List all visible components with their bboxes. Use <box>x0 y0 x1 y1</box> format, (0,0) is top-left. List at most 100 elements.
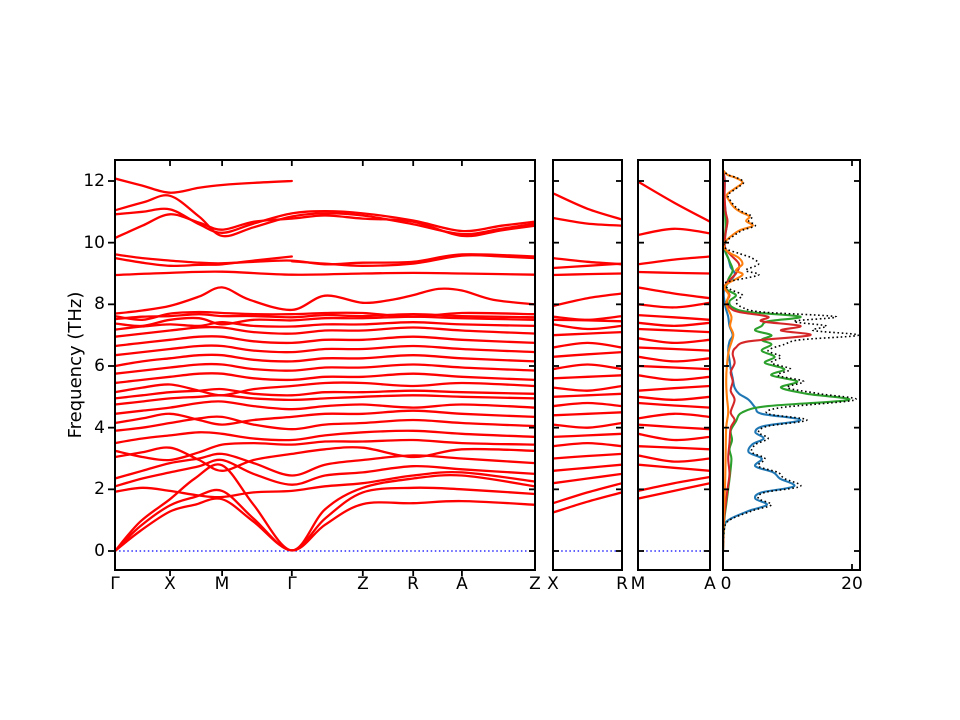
phonon-band <box>553 192 622 221</box>
phonon-band <box>115 486 535 553</box>
panel-frame <box>552 159 623 571</box>
phonon-band <box>115 321 535 331</box>
kpoint-label-gamma-1: Γ <box>110 574 120 594</box>
phonon-band <box>553 363 622 371</box>
y-tick-label-0: 0 <box>94 541 105 561</box>
phonon-band <box>553 262 622 270</box>
phonon-band <box>553 374 622 380</box>
total-dos-curve <box>723 169 860 552</box>
phonon-band <box>115 463 535 553</box>
phonon-band <box>115 429 535 445</box>
phonon-band <box>553 350 622 358</box>
phonon-band <box>638 227 710 237</box>
panel-frame <box>722 159 861 571</box>
phonon-band <box>638 346 710 352</box>
phonon-band <box>638 432 710 442</box>
phonon-band <box>553 432 622 439</box>
kpoint-label-a-2: A <box>704 574 716 594</box>
phonon-band <box>115 458 535 488</box>
phonon-band <box>638 355 710 363</box>
phonon-band <box>553 330 622 337</box>
phonon-band <box>115 381 535 397</box>
phonon-band <box>638 463 710 472</box>
phonon-band <box>115 438 535 462</box>
dos <box>723 169 860 552</box>
phonon-band <box>115 194 535 238</box>
y-tick-label-2: 2 <box>94 479 105 499</box>
phonon-band <box>115 255 293 268</box>
phonon-band <box>115 207 535 234</box>
phonon-band <box>115 286 535 315</box>
phonon-band <box>553 472 622 485</box>
phonon-band <box>115 253 535 266</box>
phonon-band <box>553 272 622 277</box>
phonon-band <box>115 497 535 553</box>
partial-dos-orange-curve <box>723 169 754 552</box>
phonon-band <box>553 482 622 505</box>
panel-frame <box>637 159 711 571</box>
phonon-band <box>115 387 535 400</box>
phonon-band <box>115 353 535 368</box>
phonon-band <box>638 327 710 334</box>
phonon-band <box>638 401 710 409</box>
phonon-band <box>638 313 710 321</box>
phonon-band <box>638 337 710 345</box>
phonon-band <box>553 401 622 408</box>
bands-main <box>115 177 535 553</box>
phonon-band <box>638 412 710 420</box>
phonon-band <box>638 384 710 392</box>
y-tick-label-10: 10 <box>83 233 105 253</box>
phonon-band <box>115 415 535 432</box>
kpoint-label-m-2: M <box>630 574 646 594</box>
y-tick-label-12: 12 <box>83 171 105 191</box>
phonon-band <box>638 374 710 382</box>
kpoint-label-gamma-2: Γ <box>287 574 297 594</box>
phonon-band <box>638 321 710 328</box>
phonon-band <box>553 411 622 417</box>
kpoint-label-z-2: Z <box>529 574 541 594</box>
phonon-band <box>553 318 622 323</box>
phonon-band <box>553 216 622 227</box>
phonon-band <box>638 475 710 493</box>
phonon-band <box>553 392 622 398</box>
dos-tick-label-20: 20 <box>841 574 863 594</box>
phonon-band <box>553 323 622 331</box>
phonon-band <box>638 395 710 402</box>
phonon-band <box>638 423 710 431</box>
phonon-band <box>638 364 710 371</box>
y-tick-label-8: 8 <box>94 294 105 314</box>
kpoint-label-r-2: R <box>616 574 628 594</box>
phonon-band <box>638 454 710 463</box>
phonon-band <box>553 384 622 392</box>
kpoint-label-x-2: X <box>547 574 559 594</box>
y-tick-label-6: 6 <box>94 356 105 376</box>
phonon-band <box>115 270 535 277</box>
phonon-band <box>553 441 622 448</box>
phonon-band <box>553 491 622 514</box>
y-tick-label-4: 4 <box>94 418 105 438</box>
phonon-band <box>638 286 710 300</box>
phonon-band <box>553 341 622 349</box>
partial-dos-green-curve <box>723 170 851 552</box>
phonon-band <box>115 470 535 499</box>
phonon-band <box>553 292 622 308</box>
phonon-band <box>115 335 535 348</box>
phonon-band <box>553 463 622 472</box>
phonon-band <box>115 177 293 194</box>
phonon-band <box>638 180 710 223</box>
kpoint-label-r-1: R <box>407 574 419 594</box>
phonon-band <box>115 325 535 338</box>
phonon-band <box>115 213 535 240</box>
phonon-band <box>115 362 535 375</box>
kpoint-label-x-1: X <box>164 574 176 594</box>
phonon-band <box>553 421 622 429</box>
dos-tick-label-0: 0 <box>720 574 732 594</box>
phonon-band <box>638 255 710 266</box>
phonon-band <box>115 310 535 321</box>
bands-m-a <box>638 180 710 552</box>
phonon-band <box>115 372 535 385</box>
phonon-band <box>638 482 710 500</box>
kpoint-label-m-1: M <box>214 574 230 594</box>
